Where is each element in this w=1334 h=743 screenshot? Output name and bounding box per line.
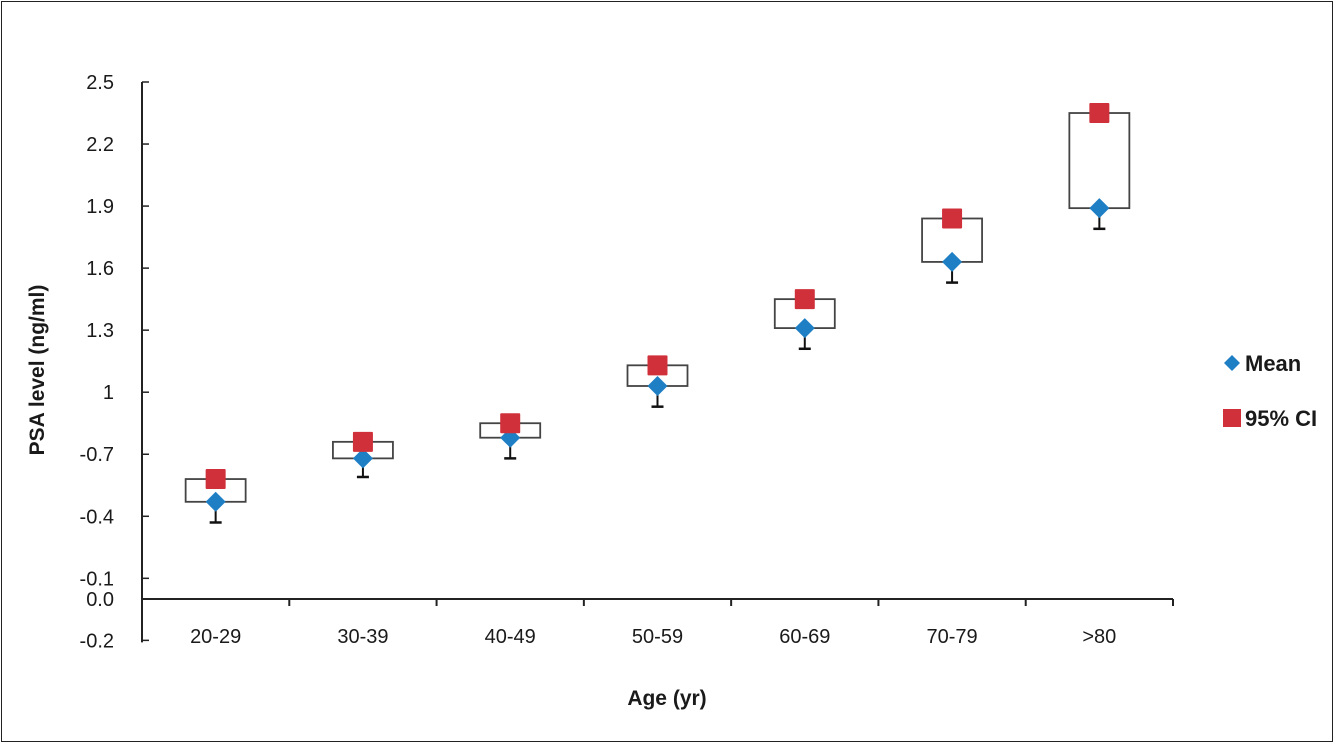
legend-mean-label: Mean [1245, 351, 1301, 376]
x-tick-label: 70-79 [926, 626, 977, 648]
y-tick-label: 1.3 [86, 320, 114, 342]
mean-point [1089, 198, 1110, 219]
mean-point [794, 318, 815, 339]
x-tick-label: 40-49 [485, 626, 536, 648]
ci-point [500, 413, 521, 434]
y-tick-label: -0.2 [80, 630, 114, 652]
x-axis-title: Age (yr) [627, 687, 706, 710]
x-tick-label: >80 [1082, 626, 1116, 648]
y-tick-label: -0.7 [80, 444, 114, 466]
legend-ci-label: 95% CI [1245, 406, 1317, 431]
mean-point [205, 491, 226, 512]
y-tick-label: -0.1 [80, 568, 114, 590]
ci-point [942, 208, 963, 229]
x-tick-label: 30-39 [337, 626, 388, 648]
ci-point [205, 469, 226, 490]
mean-point [647, 375, 668, 396]
ci-point [352, 431, 373, 452]
x-tick-label: 20-29 [190, 626, 241, 648]
x-tick-label: 50-59 [632, 626, 683, 648]
ci-point [647, 355, 668, 376]
ci-point [1089, 103, 1110, 124]
mean-point [352, 448, 373, 469]
y-tick-label: 1.6 [86, 258, 114, 280]
ci-box [1068, 112, 1131, 210]
legend: Mean 95% CI [1223, 351, 1317, 431]
y-tick-label: 0.0 [86, 589, 114, 611]
mean-point [942, 251, 963, 272]
y-tick-label: 2.5 [86, 72, 114, 94]
x-tick-label: 60-69 [779, 626, 830, 648]
ci-point [794, 289, 815, 310]
legend-mean-marker [1224, 355, 1240, 371]
y-tick-label: 1 [103, 382, 114, 404]
legend-ci-marker [1223, 409, 1241, 427]
y-tick-label: 1.9 [86, 196, 114, 218]
y-tick-label: 2.2 [86, 134, 114, 156]
y-tick-label: -0.4 [80, 506, 114, 528]
y-axis-title: PSA level (ng/ml) [26, 285, 49, 456]
